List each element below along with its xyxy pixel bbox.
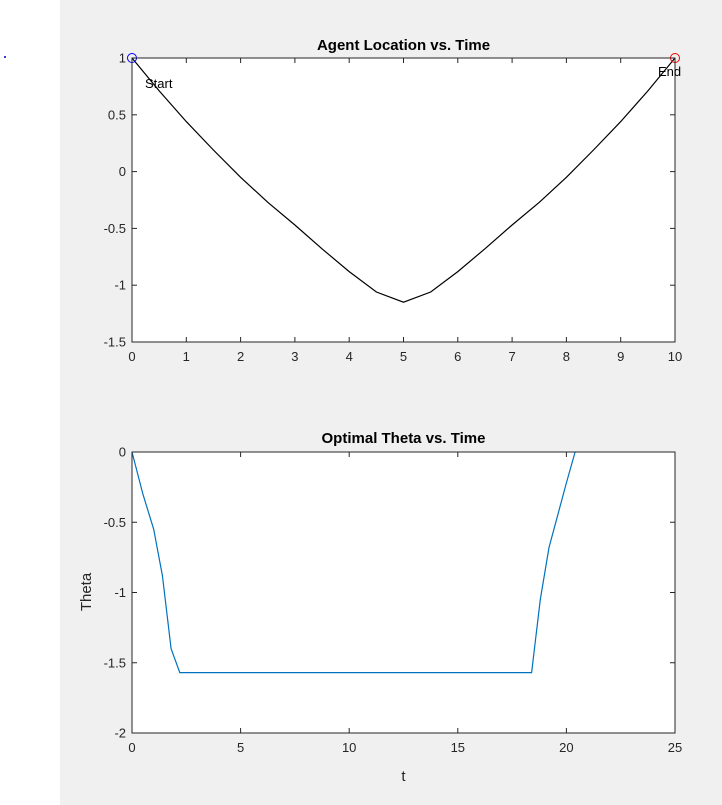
plot-area bbox=[132, 58, 675, 342]
y-tick-label: -2 bbox=[114, 726, 126, 741]
x-tick-label: 25 bbox=[668, 740, 682, 755]
y-tick-label: 0.5 bbox=[108, 107, 126, 122]
x-tick-label: 20 bbox=[559, 740, 573, 755]
x-tick-label: 1 bbox=[183, 349, 190, 364]
x-tick-label: 4 bbox=[346, 349, 353, 364]
x-tick-label: 15 bbox=[451, 740, 465, 755]
stray-dot bbox=[4, 56, 6, 58]
chart-title: Agent Location vs. Time bbox=[317, 37, 490, 54]
y-tick-label: 0 bbox=[119, 164, 126, 179]
x-tick-label: 10 bbox=[668, 349, 682, 364]
x-tick-label: 9 bbox=[617, 349, 624, 364]
y-tick-label: 0 bbox=[119, 445, 126, 460]
x-tick-label: 2 bbox=[237, 349, 244, 364]
data-layer bbox=[131, 451, 576, 674]
plot-area bbox=[132, 452, 675, 733]
figure-canvas: 0 1 2 3 4 5 6 7 8 9 10 1 0.5 0 -0.5 -1 -1.5 Agent Locat… bbox=[78, 37, 683, 785]
y-tick-label: -0.5 bbox=[104, 515, 126, 530]
figure-window: 0 1 2 3 4 5 6 7 8 9 10 1 0.5 0 -0.5 -1 -1.5 Agent Locat… bbox=[60, 0, 722, 805]
axes-location: 0 1 2 3 4 5 6 7 8 9 10 1 0.5 0 -0.5 -1 -1.5 Agent Locat… bbox=[104, 37, 683, 364]
x-tick-label: 6 bbox=[454, 349, 461, 364]
series-line bbox=[131, 451, 576, 674]
y-tick-label: -1.5 bbox=[104, 655, 126, 670]
x-tick-label: 8 bbox=[563, 349, 570, 364]
y-tick-label: -1 bbox=[114, 585, 126, 600]
y-tick-label: -1.5 bbox=[104, 335, 126, 350]
x-tick-label: 7 bbox=[508, 349, 515, 364]
chart-title: Optimal Theta vs. Time bbox=[322, 430, 486, 447]
end-label: End bbox=[658, 64, 681, 79]
y-ticks: 0 -0.5 -1 -1.5 -2 bbox=[104, 445, 675, 741]
x-axis-label: t bbox=[401, 768, 406, 785]
x-tick-label: 3 bbox=[291, 349, 298, 364]
x-tick-label: 10 bbox=[342, 740, 356, 755]
x-tick-label: 5 bbox=[400, 349, 407, 364]
y-tick-label: -0.5 bbox=[104, 221, 126, 236]
axes-theta: 0 5 10 15 20 25 0 -0.5 -1 -1.5 -2 Optimal Theta v… bbox=[78, 430, 682, 785]
x-tick-label: 5 bbox=[237, 740, 244, 755]
x-ticks: 0 1 2 3 4 5 6 7 8 9 10 bbox=[128, 58, 682, 364]
start-label: Start bbox=[145, 76, 173, 91]
x-tick-label: 0 bbox=[128, 740, 135, 755]
y-tick-label: -1 bbox=[114, 278, 126, 293]
x-ticks: 0 5 10 15 20 25 bbox=[128, 452, 682, 755]
y-ticks: 1 0.5 0 -0.5 -1 -1.5 bbox=[104, 51, 675, 350]
y-axis-label: Theta bbox=[78, 572, 95, 611]
x-tick-label: 0 bbox=[128, 349, 135, 364]
y-tick-label: 1 bbox=[119, 51, 126, 66]
series-line bbox=[131, 57, 676, 303]
